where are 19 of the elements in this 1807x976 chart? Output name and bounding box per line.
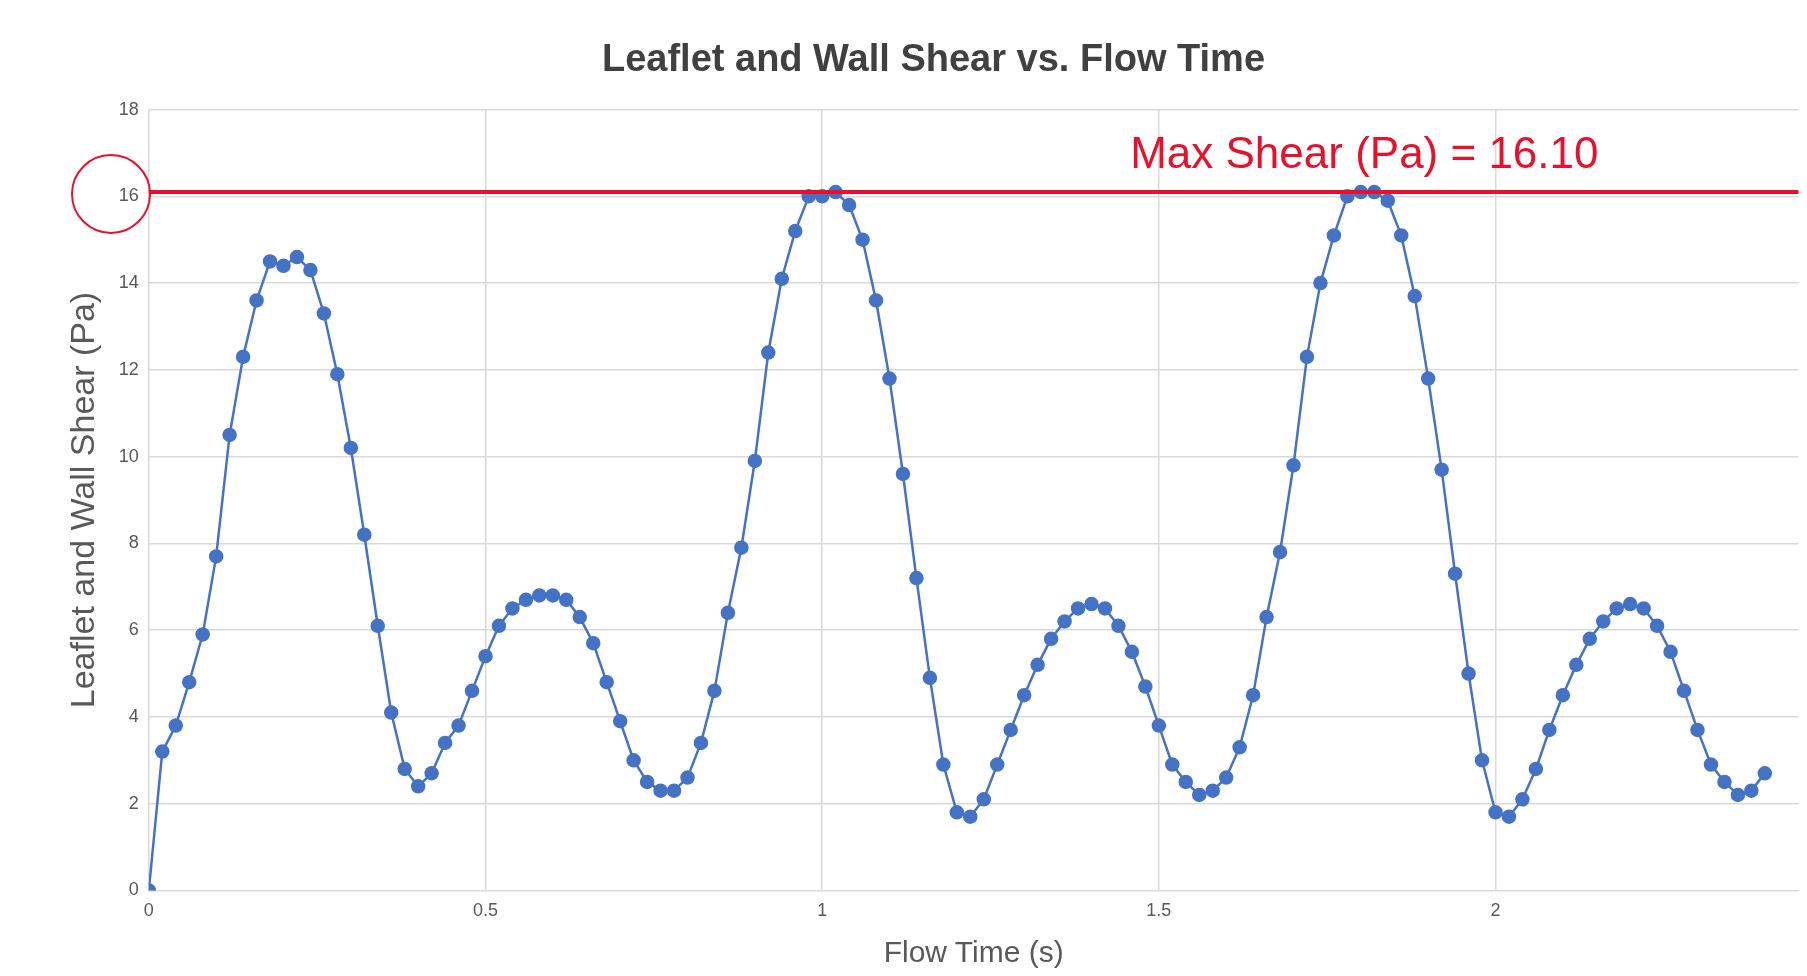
- y-tick-label: 8: [128, 532, 139, 553]
- ref-line-label: Max Shear (Pa) = 16.10: [1130, 128, 1599, 178]
- y-tick-label: 12: [118, 358, 139, 379]
- y-tick-label: 4: [128, 705, 139, 726]
- chart-title: Leaflet and Wall Shear vs. Flow Time: [601, 37, 1266, 80]
- x-tick-label: 0: [143, 900, 154, 921]
- x-tick-label: 0.5: [472, 900, 499, 921]
- y-tick-label: 2: [128, 792, 139, 813]
- y-tick-label: 0: [128, 879, 139, 900]
- y-tick-label: 14: [118, 272, 139, 293]
- x-tick-label: 1: [817, 900, 828, 921]
- y-tick-label: 18: [118, 98, 139, 119]
- x-tick-label: 2: [1490, 900, 1501, 921]
- x-tick-label: 1.5: [1146, 900, 1172, 921]
- x-axis-title: Flow Time (s): [883, 935, 1064, 969]
- y-tick-label: 6: [128, 619, 139, 640]
- y-tick-label: 10: [118, 445, 139, 466]
- y-axis-title: Leaflet and Wall Shear (Pa): [62, 291, 101, 709]
- y-tick-label: 16: [118, 185, 139, 206]
